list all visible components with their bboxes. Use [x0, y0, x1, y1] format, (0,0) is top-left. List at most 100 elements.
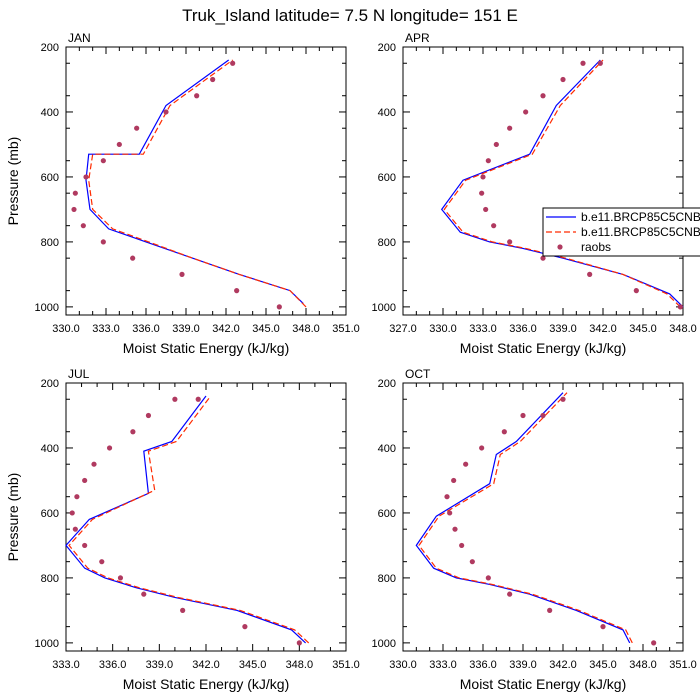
- panel-jul: 333.0 336.0 339.0 342.0 345.0 348.0 351.0 200 40…: [5, 367, 360, 692]
- raobs-point: [276, 304, 282, 310]
- panel-apr: 327.0 330.0 333.0 336.0 339.0 342.0 345.0 348.0…: [372, 31, 697, 356]
- figure-title: Truk_Island latitude= 7.5 N longitude= 1…: [182, 6, 518, 25]
- raobs-point: [180, 607, 186, 613]
- y-tick-label: 400: [378, 107, 396, 119]
- x-axis-label: Moist Static Energy (kJ/kg): [123, 340, 290, 356]
- y-tick-label: 1000: [35, 302, 59, 314]
- panel-title: JUL: [68, 367, 90, 381]
- y-axis-label: Pressure (mb): [5, 473, 21, 562]
- raobs-point: [600, 624, 606, 630]
- raobs-point: [677, 304, 683, 310]
- legend-label: raobs: [581, 240, 611, 254]
- x-tick-label: 339.0: [509, 659, 537, 671]
- raobs-point: [507, 591, 513, 597]
- raobs-point: [447, 510, 453, 516]
- raobs-point: [520, 412, 526, 419]
- series-line-dashed: [418, 392, 633, 644]
- raobs-point: [444, 494, 450, 500]
- x-tick-label: 333.0: [429, 659, 457, 671]
- raobs-point: [479, 190, 485, 196]
- raobs-point: [172, 396, 178, 402]
- raobs-point: [479, 445, 485, 451]
- series-line-solid: [65, 395, 307, 644]
- legend: b.e11.BRCP85C5CNBDRD.f09_g16.001b.e11.BR…: [542, 207, 700, 257]
- raobs-point: [451, 477, 457, 484]
- plot-frame: [402, 46, 684, 316]
- raobs-point: [134, 125, 140, 131]
- raobs-point: [195, 396, 201, 402]
- x-tick-label: 342.0: [192, 659, 220, 671]
- raobs-point: [485, 575, 491, 581]
- x-tick-label: 336.0: [509, 323, 537, 335]
- raobs-point: [230, 60, 236, 66]
- y-axis-label: Pressure (mb): [5, 137, 21, 226]
- raobs-point: [82, 542, 88, 549]
- raobs-point: [459, 542, 465, 549]
- y-tick-label: 800: [41, 237, 59, 249]
- legend-label: b.e11.BRCP85C5CNBDRD.f09_g16.001: [581, 225, 700, 239]
- raobs-point: [547, 607, 553, 613]
- raobs-point: [651, 640, 657, 646]
- raobs-point: [485, 158, 491, 164]
- y-tick-label: 1000: [372, 302, 396, 314]
- plot-frame: [65, 46, 347, 316]
- series-line-dashed: [88, 59, 307, 308]
- raobs-point: [633, 288, 639, 294]
- raobs-point: [507, 239, 513, 245]
- plot-frame: [65, 382, 347, 652]
- raobs-point: [72, 190, 78, 196]
- raobs-point: [560, 76, 566, 83]
- raobs-point: [141, 591, 147, 597]
- y-tick-label: 400: [378, 443, 396, 455]
- x-tick-label: 351.0: [332, 659, 360, 671]
- raobs-point: [469, 559, 475, 565]
- raobs-point: [597, 60, 603, 66]
- x-axis-label: Moist Static Energy (kJ/kg): [460, 340, 627, 356]
- raobs-point: [540, 93, 546, 99]
- raobs-point: [507, 125, 513, 131]
- raobs-point: [82, 477, 88, 484]
- raobs-point: [100, 158, 106, 164]
- x-tick-label: 342.0: [549, 659, 577, 671]
- legend-marker: [557, 244, 563, 250]
- raobs-point: [130, 255, 136, 261]
- raobs-point: [587, 271, 593, 277]
- raobs-point: [69, 510, 75, 516]
- raobs-point: [71, 206, 77, 213]
- y-tick-label: 400: [41, 107, 59, 119]
- y-tick-label: 200: [378, 42, 396, 54]
- panel-title: OCT: [405, 367, 431, 381]
- series-line-solid: [440, 59, 684, 308]
- x-tick-label: 348.0: [286, 659, 314, 671]
- legend-label: b.e11.BRCP85C5CNBDRD.f09_g16.001: [581, 210, 700, 224]
- raobs-point: [80, 223, 86, 229]
- raobs-point: [116, 141, 122, 148]
- raobs-point: [99, 559, 105, 565]
- y-tick-label: 800: [378, 573, 396, 585]
- x-tick-label: 327.0: [389, 323, 417, 335]
- raobs-point: [210, 76, 216, 83]
- y-tick-label: 600: [41, 172, 59, 184]
- x-tick-label: 345.0: [239, 659, 267, 671]
- y-tick-label: 400: [41, 443, 59, 455]
- raobs-point: [72, 526, 78, 532]
- raobs-point: [540, 412, 546, 419]
- raobs-point: [74, 494, 80, 500]
- y-tick-label: 1000: [372, 638, 396, 650]
- series-line-dashed: [68, 395, 310, 644]
- series-line-dashed: [443, 59, 681, 308]
- x-tick-label: 339.0: [172, 323, 200, 335]
- raobs-point: [523, 109, 529, 115]
- x-tick-label: 345.0: [252, 323, 280, 335]
- raobs-point: [452, 526, 458, 532]
- x-tick-label: 333.0: [92, 323, 120, 335]
- panel-title: APR: [405, 31, 430, 45]
- raobs-point: [194, 93, 200, 99]
- x-tick-label: 333.0: [52, 659, 80, 671]
- raobs-point: [463, 461, 469, 467]
- raobs-point: [117, 575, 124, 581]
- raobs-point: [242, 624, 248, 630]
- raobs-point: [130, 429, 136, 435]
- x-axis-label: Moist Static Energy (kJ/kg): [460, 676, 627, 692]
